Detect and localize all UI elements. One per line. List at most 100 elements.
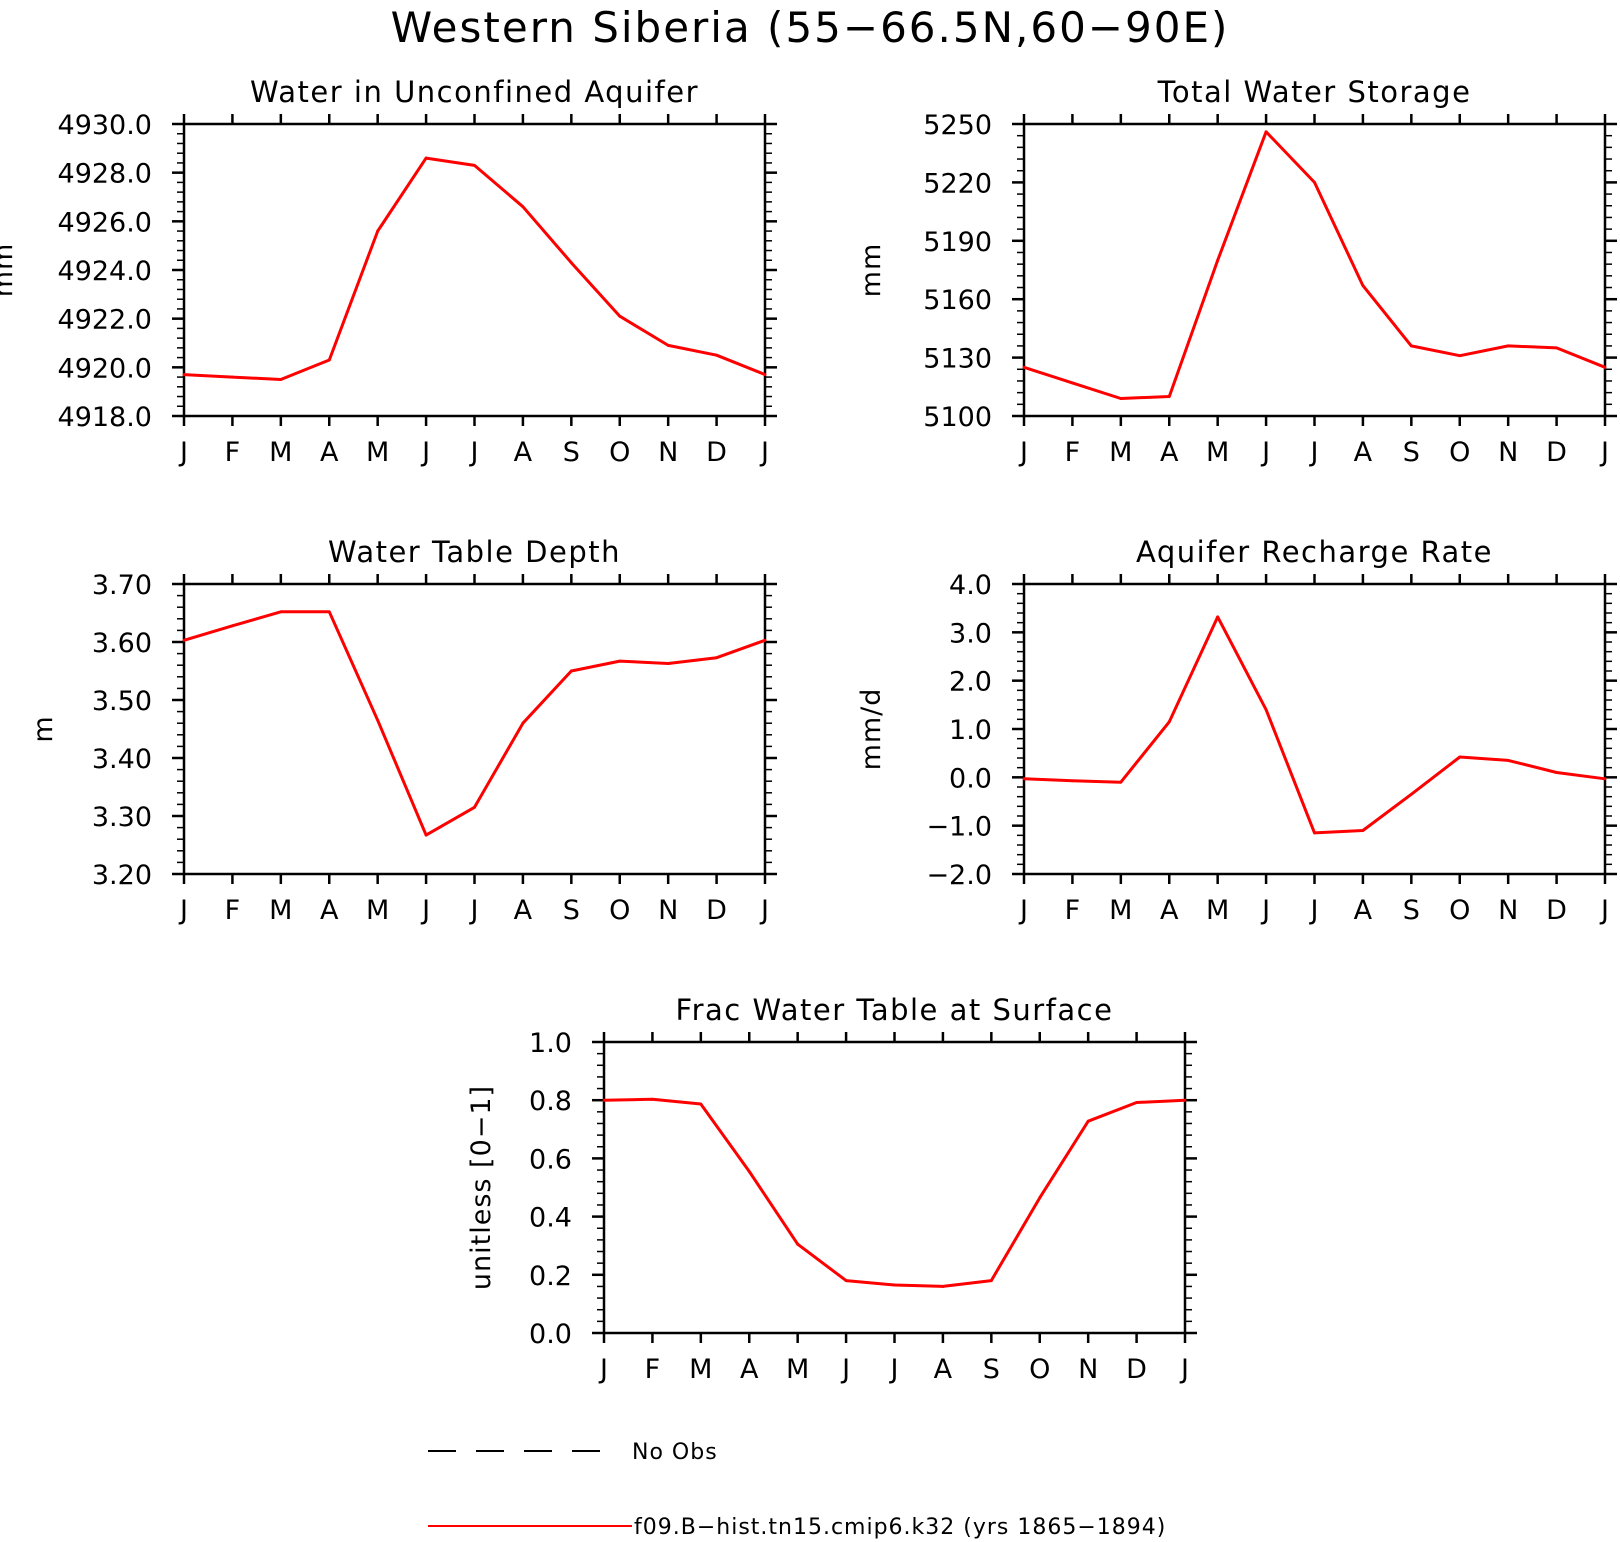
water-table-depth-ytick-label: 3.50 [92, 686, 152, 717]
total-storage-data-point [1022, 365, 1026, 369]
aquifer-water-data-point [376, 229, 380, 233]
aquifer-water-xtick-label: N [658, 437, 678, 468]
water-table-depth-ytick-label: 3.40 [92, 744, 152, 775]
recharge-rate-xtick-label: D [1546, 895, 1567, 926]
total-storage-data-point [1313, 181, 1316, 184]
frac-water-table-data-point [602, 1098, 606, 1102]
recharge-rate-xtick-label: A [1160, 895, 1179, 926]
recharge-rate-ytick-label: −1.0 [926, 812, 992, 843]
water-table-depth-data-point [715, 656, 718, 660]
recharge-rate-data-point [1071, 779, 1074, 783]
frac-water-table-ytick-label: 0.4 [529, 1203, 572, 1234]
recharge-rate-data-point [1361, 829, 1365, 832]
recharge-rate-xtick-label: J [1018, 895, 1028, 926]
total-storage-xtick-label: S [1403, 437, 1420, 468]
frac-water-table-data-point [796, 1242, 800, 1246]
total-storage-xtick-label: D [1546, 437, 1567, 468]
frac-water-table-data-point [893, 1283, 896, 1287]
total-storage-ytick-label: 5100 [923, 402, 992, 433]
aquifer-water-series-line [183, 156, 766, 381]
water-table-depth-xtick-label: J [759, 895, 769, 926]
total-storage-data-point [1119, 397, 1123, 400]
recharge-rate-series-line [1023, 615, 1606, 835]
figure-title: Western Siberia (55−66.5N,60−90E) [391, 3, 1230, 52]
total-storage-xtick-label: M [1206, 437, 1229, 468]
water-table-depth-xtick-label: O [609, 895, 630, 926]
frac-water-table-plot-frame [602, 1040, 1187, 1335]
total-storage-xtick-label: J [1018, 437, 1028, 468]
aquifer-water-ytick-label: 4924.0 [58, 256, 152, 287]
aquifer-water-data-point [424, 156, 428, 160]
total-storage-ytick-label: 5130 [923, 344, 992, 375]
frac-water-table-ytick-label: 0.8 [529, 1086, 572, 1117]
aquifer-water-xtick-label: J [178, 437, 188, 468]
water-table-depth-data-point [182, 638, 186, 642]
frac-water-table-xtick-label: N [1078, 1354, 1098, 1385]
aquifer-water-ytick-label: 4928.0 [58, 159, 152, 190]
aquifer-water-ytick-label: 4926.0 [58, 207, 152, 238]
aquifer-water-xtick-label: S [563, 437, 580, 468]
aquifer-water-data-point [279, 378, 283, 381]
chart-frac-water-table: Frac Water Table at Surface unitless [0−1… [466, 993, 1197, 1385]
frac-water-table-series-line [603, 1097, 1186, 1288]
recharge-rate-xtick-label: A [1354, 895, 1373, 926]
total-storage-data-point [1216, 258, 1220, 262]
recharge-rate-data-point [1119, 780, 1123, 784]
recharge-rate-xtick-label: O [1449, 895, 1470, 926]
legend-no-obs-label: No Obs [632, 1440, 718, 1465]
water-table-depth-ytick-label: 3.30 [92, 802, 152, 833]
recharge-rate-xtick-label: N [1498, 895, 1518, 926]
frac-water-table-xtick-label: D [1126, 1354, 1147, 1385]
water-table-depth-ytick-label: 3.20 [92, 860, 152, 891]
total-storage-data-point [1458, 354, 1462, 358]
aquifer-water-plot-frame [182, 122, 767, 418]
total-storage-xtick-label: J [1309, 437, 1319, 468]
aquifer-water-data-point [666, 344, 670, 347]
total-storage-data-point [1071, 381, 1074, 385]
frac-water-table-data-point [1135, 1101, 1138, 1104]
aquifer-water-xtick-label: J [420, 437, 430, 468]
water-table-depth-xtick-label: D [706, 895, 727, 926]
frac-water-table-data-point [699, 1102, 703, 1106]
aquifer-water-ytick-label: 4930.0 [58, 110, 152, 141]
total-storage-ytick-label: 5250 [923, 110, 992, 141]
recharge-rate-ytick-label: 3.0 [949, 618, 992, 649]
water-table-depth-ytick-label: 3.60 [92, 628, 152, 659]
frac-water-table-title: Frac Water Table at Surface [676, 993, 1114, 1027]
aquifer-water-xtick-label: A [514, 437, 533, 468]
frac-water-table-xtick-label: A [934, 1354, 953, 1385]
frac-water-table-data-point [989, 1279, 993, 1283]
aquifer-water-xtick-label: M [366, 437, 389, 468]
aquifer-water-ylabel: mm [0, 243, 19, 298]
aquifer-water-ytick-label: 4920.0 [58, 353, 152, 384]
water-table-depth-xtick-label: S [563, 895, 580, 926]
recharge-rate-data-point [1264, 708, 1268, 712]
total-storage-data-point [1506, 344, 1510, 348]
aquifer-water-data-point [231, 375, 234, 379]
aquifer-water-data-point [521, 205, 525, 209]
water-table-depth-data-point [666, 662, 670, 665]
total-storage-data-point [1603, 365, 1607, 369]
aquifer-water-xtick-label: O [609, 437, 630, 468]
water-table-depth-plot-frame [182, 582, 767, 876]
total-storage-xtick-label: J [1260, 437, 1270, 468]
recharge-rate-ytick-label: 4.0 [949, 570, 992, 601]
recharge-rate-data-point [1409, 792, 1413, 796]
water-table-depth-xtick-label: M [269, 895, 292, 926]
frac-water-table-ytick-label: 0.2 [529, 1261, 572, 1292]
recharge-rate-data-point [1216, 615, 1220, 619]
water-table-depth-data-point [376, 718, 380, 722]
aquifer-water-data-point [763, 373, 767, 377]
water-table-depth-xtick-label: M [366, 895, 389, 926]
aquifer-water-ytick-label: 4918.0 [58, 402, 152, 433]
water-table-depth-data-point [327, 610, 331, 614]
recharge-rate-xtick-label: M [1109, 895, 1132, 926]
total-storage-ylabel: mm [856, 243, 887, 298]
aquifer-water-title: Water in Unconfined Aquifer [250, 75, 699, 109]
recharge-rate-data-point [1555, 771, 1558, 774]
water-table-depth-data-point [569, 669, 573, 673]
frac-water-table-xtick-label: S [983, 1354, 1000, 1385]
